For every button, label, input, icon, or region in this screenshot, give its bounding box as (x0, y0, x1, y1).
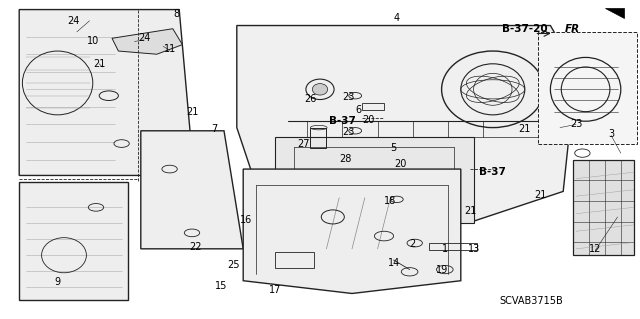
Text: 23: 23 (342, 92, 355, 102)
Polygon shape (19, 182, 128, 300)
Text: FR: FR (565, 24, 580, 34)
Ellipse shape (312, 84, 328, 95)
Text: 22: 22 (189, 242, 202, 252)
Polygon shape (275, 137, 474, 223)
Polygon shape (605, 8, 624, 18)
Text: 14: 14 (387, 258, 400, 268)
Text: 8: 8 (173, 9, 179, 19)
Text: 7: 7 (211, 124, 218, 134)
Text: 21: 21 (464, 205, 477, 216)
Bar (538, 32, 637, 144)
Text: 25: 25 (227, 260, 240, 270)
Text: 28: 28 (339, 154, 352, 165)
Text: 20: 20 (362, 115, 374, 125)
Text: 18: 18 (384, 196, 397, 206)
Polygon shape (141, 131, 243, 249)
Bar (362, 103, 384, 110)
Text: 21: 21 (518, 124, 531, 134)
Text: B-37-20: B-37-20 (502, 24, 548, 34)
Text: 6: 6 (355, 105, 362, 115)
Text: 24: 24 (138, 33, 150, 43)
Text: 13: 13 (467, 244, 480, 254)
Polygon shape (237, 26, 576, 223)
Bar (310, 128, 326, 148)
Text: 21: 21 (93, 59, 106, 69)
Text: 12: 12 (589, 244, 602, 254)
Text: 11: 11 (163, 44, 176, 55)
Text: 9: 9 (54, 277, 61, 287)
Text: 17: 17 (269, 285, 282, 295)
Text: 26: 26 (304, 94, 317, 104)
Text: 23: 23 (570, 119, 582, 130)
Text: 20: 20 (394, 159, 406, 169)
Polygon shape (243, 169, 461, 293)
Text: B-37: B-37 (479, 167, 506, 177)
Text: 21: 21 (186, 107, 198, 117)
Polygon shape (19, 10, 192, 175)
Bar (429, 243, 477, 250)
Text: 10: 10 (86, 36, 99, 47)
Text: 4: 4 (394, 12, 400, 23)
Text: 3: 3 (608, 129, 614, 139)
Text: 21: 21 (534, 189, 547, 200)
Bar (275, 252, 314, 268)
Text: 23: 23 (342, 127, 355, 137)
Text: SCVAB3715B: SCVAB3715B (499, 296, 563, 307)
Text: 27: 27 (298, 138, 310, 149)
Text: 16: 16 (240, 215, 253, 225)
Text: 5: 5 (390, 143, 397, 153)
Text: 24: 24 (67, 16, 80, 26)
Text: 19: 19 (435, 264, 448, 275)
Text: 2: 2 (410, 239, 416, 249)
Text: 1: 1 (442, 244, 448, 254)
Polygon shape (112, 29, 182, 54)
Text: B-37: B-37 (329, 116, 356, 126)
Polygon shape (573, 160, 634, 255)
Text: 15: 15 (214, 280, 227, 291)
